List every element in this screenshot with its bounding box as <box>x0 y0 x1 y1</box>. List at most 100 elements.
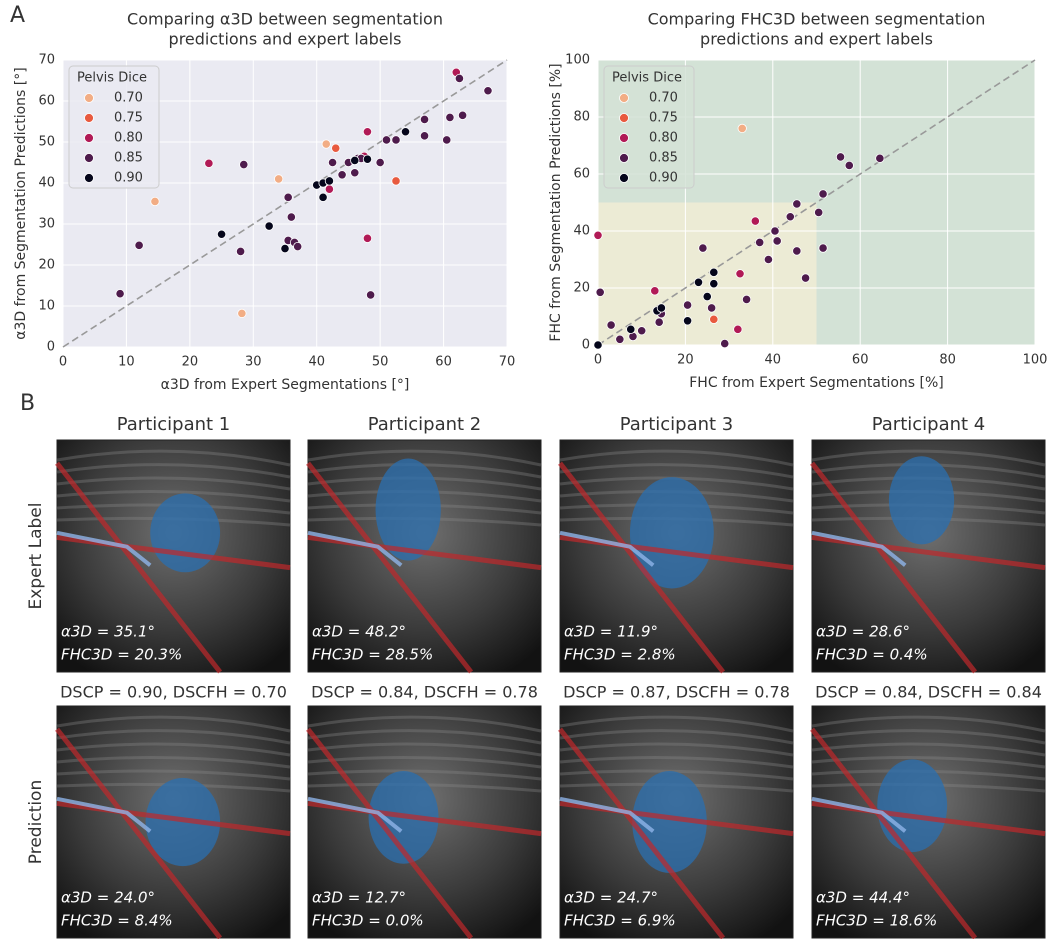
fhc-annotation: FHC3D = 28.5% <box>312 646 433 664</box>
point <box>845 161 853 169</box>
x-tick-label: 40 <box>765 353 782 368</box>
point <box>751 217 759 225</box>
point <box>443 136 451 144</box>
point <box>392 136 400 144</box>
legend-marker <box>85 114 94 123</box>
y-tick-label: 60 <box>573 167 590 182</box>
legend-marker <box>620 94 629 103</box>
point <box>594 341 602 349</box>
alpha-annotation: α3D = 24.7° <box>564 889 658 907</box>
legend-label: 0.90 <box>649 171 678 186</box>
point <box>707 304 715 312</box>
point <box>151 197 159 205</box>
point <box>814 208 822 216</box>
point <box>363 128 371 136</box>
x-tick-label: 70 <box>499 355 516 370</box>
x-tick-label: 0 <box>594 353 602 368</box>
point <box>484 87 492 95</box>
point <box>755 238 763 246</box>
y-tick-label: 40 <box>573 224 590 239</box>
point <box>217 230 225 238</box>
x-tick-label: 50 <box>372 355 389 370</box>
x-tick-label: 30 <box>245 355 262 370</box>
legend-label: 0.90 <box>114 171 143 186</box>
y-tick-label: 70 <box>38 53 55 68</box>
column-title: Participant 4 <box>872 414 986 435</box>
point <box>876 154 884 162</box>
femoral-head-mask <box>877 759 947 852</box>
point <box>240 160 248 168</box>
point <box>274 175 282 183</box>
point <box>710 315 718 323</box>
x-tick-label: 40 <box>308 355 325 370</box>
point <box>657 304 665 312</box>
legend-label: 0.85 <box>649 151 678 166</box>
dice-annotation: DSCP = 0.87, DSCFH = 0.78 <box>563 683 790 702</box>
fhc-annotation: FHC3D = 0.0% <box>312 912 424 930</box>
legend-marker <box>85 134 94 143</box>
point <box>420 132 428 140</box>
legend-marker <box>85 174 94 183</box>
point <box>764 255 772 263</box>
point <box>793 200 801 208</box>
point <box>382 136 390 144</box>
fhc-annotation: FHC3D = 20.3% <box>61 646 182 664</box>
fhc-annotation: FHC3D = 6.9% <box>564 912 676 930</box>
point <box>699 244 707 252</box>
chart-title: Comparing α3D between segmentation <box>127 10 443 29</box>
y-tick-label: 50 <box>38 135 55 150</box>
x-tick-label: 60 <box>435 355 452 370</box>
x-axis-label: α3D from Expert Segmentations [°] <box>161 377 410 393</box>
legend-marker <box>85 94 94 103</box>
point <box>638 327 646 335</box>
point <box>736 270 744 278</box>
point <box>135 241 143 249</box>
femoral-head-mask <box>889 456 954 544</box>
point <box>284 193 292 201</box>
point <box>366 291 374 299</box>
point <box>363 155 371 163</box>
y-tick-label: 20 <box>573 281 590 296</box>
fhc-annotation: FHC3D = 0.4% <box>816 646 928 664</box>
point <box>401 128 409 136</box>
point <box>694 278 702 286</box>
point <box>325 185 333 193</box>
y-tick-label: 60 <box>38 94 55 109</box>
alpha-annotation: α3D = 28.6° <box>816 623 910 641</box>
point <box>458 111 466 119</box>
legend-label: 0.70 <box>114 91 143 106</box>
point <box>287 213 295 221</box>
point <box>836 153 844 161</box>
point <box>651 287 659 295</box>
point <box>376 158 384 166</box>
point <box>328 158 336 166</box>
y-tick-label: 10 <box>38 299 55 314</box>
point <box>683 301 691 309</box>
point <box>238 309 246 317</box>
dice-annotation: DSCP = 0.84, DSCFH = 0.78 <box>311 683 538 702</box>
y-tick-label: 40 <box>38 176 55 191</box>
point <box>325 177 333 185</box>
point <box>734 325 742 333</box>
point <box>819 244 827 252</box>
y-axis-label: α3D from Segmentation Predictions [°] <box>13 67 29 339</box>
legend-marker <box>620 154 629 163</box>
point <box>710 280 718 288</box>
point <box>420 115 428 123</box>
point <box>793 247 801 255</box>
point <box>627 325 635 333</box>
point <box>786 213 794 221</box>
point <box>351 169 359 177</box>
x-tick-label: 60 <box>852 353 869 368</box>
legend-label: 0.70 <box>649 91 678 106</box>
legend-label: 0.75 <box>649 111 678 126</box>
point <box>363 234 371 242</box>
fhc-annotation: FHC3D = 2.8% <box>564 646 676 664</box>
column-title: Participant 1 <box>117 414 231 435</box>
fhc-annotation: FHC3D = 18.6% <box>816 912 937 930</box>
point <box>655 318 663 326</box>
point <box>771 227 779 235</box>
alpha-annotation: α3D = 48.2° <box>312 623 406 641</box>
x-tick-label: 80 <box>939 353 956 368</box>
point <box>116 290 124 298</box>
